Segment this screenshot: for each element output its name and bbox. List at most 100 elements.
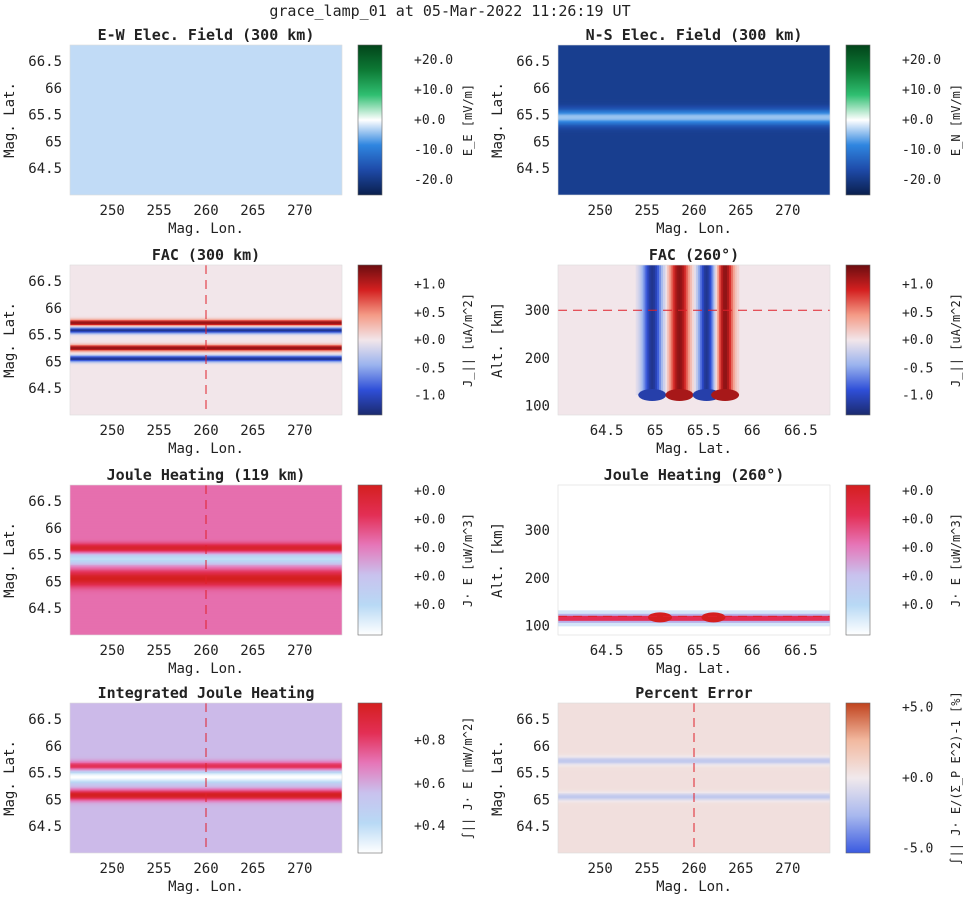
heatmap-cell	[558, 716, 830, 719]
heatmap-cell	[70, 70, 342, 72]
heatmap-cell	[70, 68, 342, 71]
heatmap-cell	[70, 378, 342, 381]
heatmap-cell	[70, 540, 342, 542]
heatmap-cell	[70, 804, 342, 807]
heatmap-cell	[558, 743, 830, 745]
panel-ns: N-S Elec. Field (300 km) 250 255 260 265 270 M…	[490, 26, 963, 237]
heatmap-cell	[70, 541, 342, 544]
heatmap-cell	[688, 265, 691, 395]
heatmap-cell	[70, 180, 342, 182]
colorbar-tick-label: +0.0	[902, 513, 933, 528]
heatmap-cell	[558, 46, 830, 49]
heatmap-cell	[70, 495, 342, 497]
curtain-foot	[665, 389, 694, 401]
heatmap-cell	[70, 81, 342, 84]
heatmap-cell	[70, 75, 342, 77]
panel-title: Joule Heating (260°)	[604, 466, 785, 484]
panel-title: E-W Elec. Field (300 km)	[98, 26, 315, 44]
heatmap-area	[70, 703, 342, 853]
heatmap-cell	[70, 56, 342, 59]
heatmap-cell	[70, 851, 342, 853]
y-tick-label: 64.5	[516, 819, 550, 835]
colorbar-tick-label: +0.0	[414, 113, 445, 128]
heatmap-cell	[732, 265, 736, 395]
heatmap-cell	[70, 98, 342, 101]
heatmap-cell	[558, 821, 830, 824]
colorbar-tick-label: +20.0	[902, 53, 941, 68]
heatmap-cell	[70, 834, 342, 837]
heatmap-cell	[558, 115, 830, 117]
heatmap-cell	[70, 307, 342, 310]
heatmap-cell	[558, 90, 830, 92]
heatmap-cell	[70, 397, 342, 400]
heatmap-cell	[558, 113, 830, 116]
heatmap-cell	[70, 803, 342, 805]
heatmap-cell	[670, 265, 674, 395]
colorbar	[845, 264, 871, 416]
heatmap-cell	[558, 803, 830, 805]
heatmap-cell	[558, 58, 830, 61]
y-axis-label: Mag. Lat.	[2, 82, 18, 158]
heatmap-cell	[666, 265, 670, 395]
heatmap-cell	[558, 136, 830, 139]
heatmap-cell	[70, 380, 342, 382]
heatmap-cell	[70, 168, 342, 171]
heat-blob	[648, 612, 672, 623]
heatmap-cell	[70, 711, 342, 714]
heatmap-cell	[70, 146, 342, 149]
heatmap-cell	[70, 58, 342, 61]
heatmap-cell	[736, 265, 740, 395]
y-tick-label: 100	[525, 618, 550, 634]
heatmap-cell	[70, 132, 342, 135]
heatmap-cell	[558, 121, 830, 124]
colorbar-tick-label: +0.0	[902, 771, 933, 786]
heatmap-cell	[641, 265, 645, 395]
heatmap-cell	[70, 123, 342, 126]
heatmap-cell	[558, 711, 830, 714]
x-tick-label: 255	[146, 203, 171, 219]
heatmap-cell	[70, 525, 342, 527]
heatmap-cell	[70, 759, 342, 762]
heatmap-cell	[725, 265, 728, 395]
heatmap-cell	[70, 67, 342, 70]
heatmap-cell	[70, 48, 342, 51]
heatmap-cell	[70, 320, 342, 322]
heatmap-cell	[70, 63, 342, 66]
y-tick-label: 64.5	[28, 381, 62, 397]
heatmap-cell	[70, 60, 342, 62]
x-tick-label: 64.5	[590, 643, 624, 659]
heatmap-cell	[70, 131, 342, 134]
colorbar	[357, 484, 383, 636]
heatmap-cell	[692, 265, 695, 395]
colorbar-tick-label: +0.0	[414, 541, 445, 556]
heatmap-cell	[70, 187, 342, 190]
heatmap-cell	[558, 835, 830, 838]
panel-title: Percent Error	[635, 684, 752, 702]
y-tick-label: 65	[533, 134, 550, 150]
y-tick-label: 65.5	[28, 328, 62, 344]
heatmap-cell	[558, 788, 830, 790]
heatmap-cell	[70, 53, 342, 56]
heatmap-cell	[558, 48, 830, 51]
colorbar-tick-label: +0.0	[414, 570, 445, 585]
heatmap-cell	[558, 81, 830, 84]
heatmap-cell	[70, 163, 342, 166]
heatmap-cell	[70, 587, 342, 590]
heatmap-cell	[676, 265, 680, 395]
heatmap-cell	[659, 265, 662, 395]
heatmap-cell	[70, 801, 342, 804]
y-axis-label: Alt. [km]	[490, 302, 506, 378]
heatmap-cell	[558, 111, 830, 114]
heatmap-cell	[70, 556, 342, 559]
colorbar-tick-label: -5.0	[902, 842, 933, 857]
heatmap-cell	[558, 106, 830, 109]
heatmap-cell	[70, 746, 342, 749]
heatmap-cell	[558, 177, 830, 180]
heatmap-cell	[558, 131, 830, 134]
heatmap-cell	[70, 790, 342, 793]
colorbar	[845, 702, 871, 854]
heatmap-cell	[558, 846, 830, 849]
heatmap-cell	[558, 73, 830, 76]
heatmap-cell	[70, 191, 342, 194]
colorbar	[845, 44, 871, 196]
